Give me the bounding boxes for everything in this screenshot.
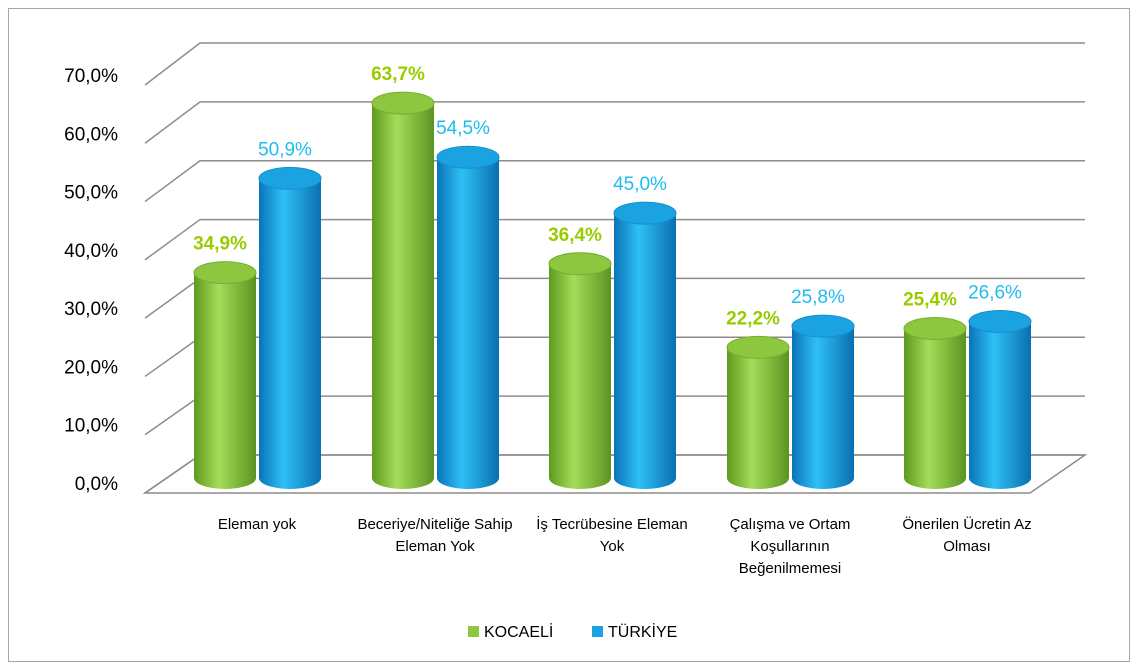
cylinder-top bbox=[903, 317, 967, 341]
cylinder bbox=[969, 310, 1031, 489]
y-tick-label: 0,0% bbox=[75, 474, 118, 495]
value-label: 25,4% bbox=[903, 290, 957, 311]
cylinder-top bbox=[548, 252, 612, 276]
y-tick-label: 40,0% bbox=[64, 241, 118, 262]
value-label: 54,5% bbox=[436, 118, 490, 139]
y-tick-label: 20,0% bbox=[64, 357, 118, 378]
value-label: 25,8% bbox=[791, 287, 845, 308]
x-tick-label: Önerilen Ücretin Az Olması bbox=[902, 516, 1032, 555]
cylinder bbox=[437, 146, 499, 489]
grid-line bbox=[144, 218, 1085, 261]
legend-label: TÜRKİYE bbox=[608, 622, 677, 641]
y-tick-label: 70,0% bbox=[64, 66, 118, 87]
y-tick-label: 10,0% bbox=[64, 416, 118, 437]
cylinder bbox=[259, 167, 321, 489]
cylinder-top bbox=[193, 261, 257, 285]
value-label: 36,4% bbox=[548, 225, 602, 246]
grid-line bbox=[144, 42, 1085, 86]
cylinder bbox=[727, 336, 789, 489]
value-label: 34,9% bbox=[193, 234, 247, 255]
cylinder-top bbox=[726, 335, 790, 359]
x-tick-label: Eleman yok bbox=[217, 516, 297, 533]
y-tick-label: 50,0% bbox=[64, 183, 118, 204]
cylinder-top bbox=[371, 91, 435, 115]
grid-line bbox=[144, 101, 1085, 144]
cylinder-top bbox=[791, 314, 855, 338]
value-label: 63,7% bbox=[371, 64, 425, 85]
grid-line bbox=[144, 159, 1085, 203]
cylinder bbox=[904, 317, 966, 489]
cylinder bbox=[549, 252, 611, 489]
cylinder bbox=[194, 261, 256, 489]
x-tick-label: Beceriye/Niteliğe Sahip Eleman Yok bbox=[357, 516, 513, 555]
cylinder bbox=[792, 315, 854, 489]
cylinder-top bbox=[258, 166, 322, 190]
x-tick-label: Çalışma ve Ortam Koşullarının Beğenilmem… bbox=[729, 516, 851, 577]
value-label: 22,2% bbox=[726, 308, 780, 329]
legend-swatch bbox=[468, 626, 479, 637]
x-tick-label: İş Tecrübesine Eleman Yok bbox=[536, 516, 688, 555]
value-label: 45,0% bbox=[613, 174, 667, 195]
legend-swatch bbox=[592, 626, 603, 637]
cylinder-top bbox=[968, 309, 1032, 333]
value-label: 26,6% bbox=[968, 282, 1022, 303]
value-label: 50,9% bbox=[258, 139, 312, 160]
y-tick-label: 60,0% bbox=[64, 124, 118, 145]
y-tick-label: 30,0% bbox=[64, 299, 118, 320]
cylinder-top bbox=[436, 145, 500, 169]
cylinder bbox=[372, 92, 434, 489]
cylinder-top bbox=[613, 201, 677, 225]
cylinder bbox=[614, 202, 676, 489]
legend-label: KOCAELİ bbox=[484, 622, 553, 641]
